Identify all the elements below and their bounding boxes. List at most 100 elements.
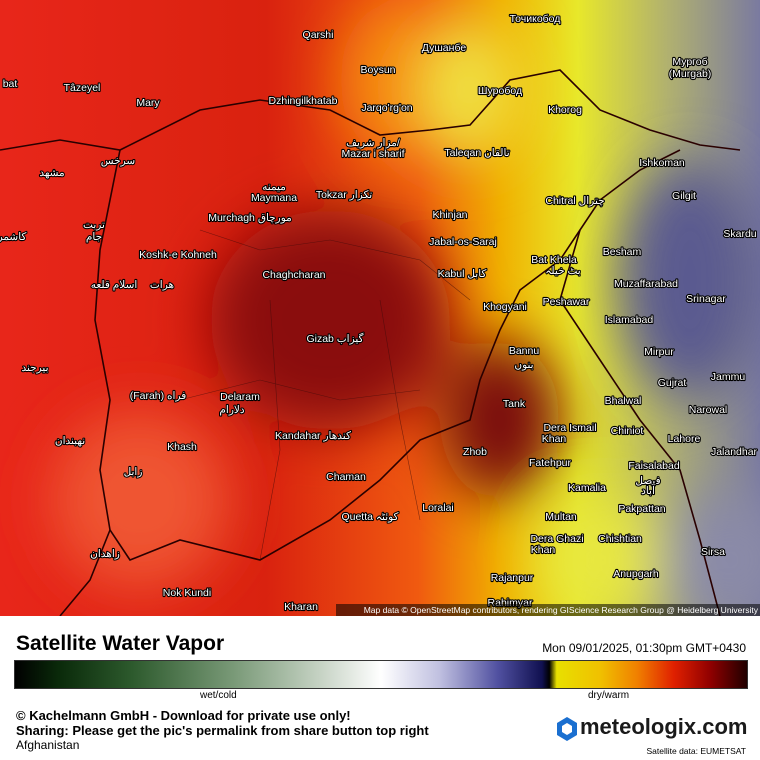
place-label: Мургоб [672,56,707,68]
place-label: زاهدان [90,548,120,560]
data-source: Satellite data: EUMETSAT [646,746,746,756]
region: Afghanistan [16,738,80,752]
place-label: فيصل [635,475,660,487]
place-label: Gizab گیزاب [306,332,364,345]
place-label: Islamabad [605,314,654,326]
place-label: Zhob [463,446,487,458]
satellite-map: Qarshi Boysun Душанбе Точикобод Мургоб(Murga… [0,0,760,616]
place-label: Gilgit [672,190,696,202]
place-label: Khan [531,544,556,556]
place-label: Muzaffarabad [614,278,678,290]
place-label: هرات [150,279,175,291]
place-label: میمنه [262,181,286,193]
place-label: (Farah) فراه [130,390,187,402]
place-label: نهبندان [55,435,85,447]
place-label: Murchagh مورچاق [208,212,292,224]
place-label: Bannu [509,345,540,357]
copyright: © Kachelmann GmbH - Download for private… [16,708,351,723]
place-label: Loralai [422,502,454,514]
brand[interactable]: meteologix.com [580,714,748,739]
place-label: سرخس [101,155,136,167]
place-label: Khinjan [432,209,467,221]
place-label: Jalandhar [711,446,758,458]
place-label: Koshk-e Kohneh [139,249,217,261]
place-label: Jabal-os-Saraj [429,236,497,248]
place-label: دلارام [219,404,244,416]
place-label: Taleqan تالقان [444,147,509,159]
place-label: Jammu [711,371,746,383]
place-label: Quetta کوئٹہ [341,511,399,523]
place-label: Narowal [689,404,728,416]
place-label: Ishkoman [639,157,685,169]
place-label: Chiniot [611,425,644,437]
place-label: Pakpattan [618,503,665,515]
place-label: مشهد [39,167,65,179]
legend-right: dry/warm [588,690,630,701]
place-label: Nok Kundi [163,587,211,599]
place-label: بنوں [514,359,533,371]
place-label: Maymana [251,192,297,204]
place-label: آباد [641,484,656,497]
place-label: Khan [542,433,567,445]
place-label: بٹ خیلہ [545,265,581,277]
place-label: Delaram [220,391,260,403]
place-label: Точикобод [510,13,561,25]
datetime: Mon 09/01/2025, 01:30pm GMT+0430 [542,641,746,655]
place-label: Srinagar [686,293,726,305]
place-label: زابل [124,466,143,478]
place-label: Tank [503,398,526,410]
colorbar [14,660,748,689]
brand-logo [557,717,577,741]
map-attribution: Map data © OpenStreetMap contributors, r… [364,605,759,615]
place-label: Душанбе [422,42,467,54]
place-label: Anupgarh [613,568,659,580]
place-label: Fatehpur [529,457,572,469]
borders [0,69,741,616]
place-label: (Murgab) [669,68,712,80]
place-label: Jarqo'rg'on [361,102,412,114]
place-label: Chitral چترال [545,195,604,207]
place-label: جام [86,231,102,243]
place-label: بیرجند [21,362,48,374]
place-label: Dzhingilkhatab [269,95,338,107]
place-label: Sirsa [701,546,725,558]
place-label: Faisalabad [628,460,680,472]
place-label: bat [3,78,18,90]
place-label: Tokzar تکزار [316,189,372,201]
sharing-note: Sharing: Please get the pic's permalink … [16,723,429,738]
place-label: Khorog [548,104,582,116]
place-label: Skardu [723,228,756,240]
place-label: Bat Khela [531,254,577,266]
place-label: Rajanpur [491,572,534,584]
legend-left: wet/cold [200,690,237,701]
place-label: Chaghcharan [262,269,325,281]
place-label: Mirpur [644,346,674,358]
place-label: Besham [603,246,642,258]
place-label: Kandahar کندهار [275,430,352,442]
place-label: اسلام قلعه [91,279,138,291]
place-label: Bhalwal [605,395,642,407]
place-label: Mary [136,97,160,109]
place-label: Gujrat [658,377,687,389]
place-label: Dera Ismail [543,422,596,434]
place-label: Chishtian [598,533,642,545]
place-label: Khash [167,441,197,453]
place-label: Шуробод [478,85,522,97]
title: Satellite Water Vapor [16,632,225,655]
place-label: Lahore [668,433,701,445]
place-label: Boysun [360,64,395,76]
place-label: کاشمر [0,231,27,243]
place-label: Multan [545,511,577,523]
place-label: Kamalia [568,482,606,494]
place-label: Chaman [326,471,366,483]
place-label: Khogyani [483,301,527,313]
place-label: Mazar i sharif [341,148,404,160]
place-label: Kharan [284,601,318,613]
place-label: Dera Ghazi [530,533,583,545]
place-label: Peshawar [543,296,590,308]
place-label: تربت [83,219,105,231]
place-label: Kabul کابل [438,268,488,280]
place-label: Qarshi [303,29,334,41]
place-label: Tâzeyel [64,82,101,94]
